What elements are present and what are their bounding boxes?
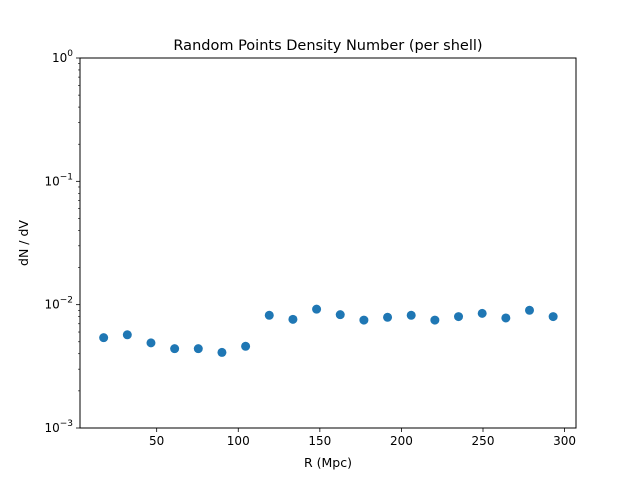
x-tick-label: 150 — [308, 434, 331, 448]
data-point — [406, 310, 416, 320]
x-tick-label: 200 — [390, 434, 413, 448]
x-tick-label: 250 — [472, 434, 495, 448]
data-point — [548, 312, 558, 322]
points-layer — [99, 304, 558, 357]
x-tick-label: 300 — [553, 434, 576, 448]
x-tick-label: 50 — [149, 434, 164, 448]
y-tick-label: 10−3 — [44, 419, 73, 435]
data-point — [312, 304, 322, 314]
x-axis-label: R (Mpc) — [304, 455, 352, 470]
data-point — [525, 305, 534, 315]
y-tick-exponent: −2 — [60, 296, 73, 306]
y-tick-base: 10 — [44, 421, 59, 435]
y-tick-label: 100 — [52, 49, 73, 65]
x-tick-label: 100 — [227, 434, 250, 448]
data-point — [288, 314, 298, 324]
data-point — [122, 330, 132, 340]
y-tick-label: 10−1 — [44, 172, 73, 188]
y-tick-exponent: 0 — [67, 49, 73, 59]
y-tick-base: 10 — [44, 174, 59, 188]
data-point — [430, 315, 440, 325]
data-point — [477, 308, 487, 318]
y-tick-label: 10−2 — [44, 296, 73, 312]
y-tick-exponent: −3 — [60, 419, 73, 429]
data-point — [383, 312, 393, 322]
y-tick-base: 10 — [44, 298, 59, 312]
y-tick-exponent: −1 — [60, 172, 73, 182]
data-point — [170, 344, 180, 354]
data-point — [359, 315, 369, 325]
y-axis-label: dN / dV — [16, 220, 31, 266]
data-point — [335, 310, 345, 320]
data-point — [99, 333, 109, 343]
data-point — [217, 347, 227, 357]
data-point — [264, 310, 274, 320]
data-point — [501, 313, 511, 323]
data-point — [146, 338, 156, 348]
data-point — [454, 312, 464, 322]
data-point — [193, 344, 203, 354]
plot-frame — [79, 57, 577, 429]
data-point — [241, 341, 251, 351]
y-tick-base: 10 — [52, 51, 67, 65]
chart-title: Random Points Density Number (per shell) — [173, 38, 482, 54]
